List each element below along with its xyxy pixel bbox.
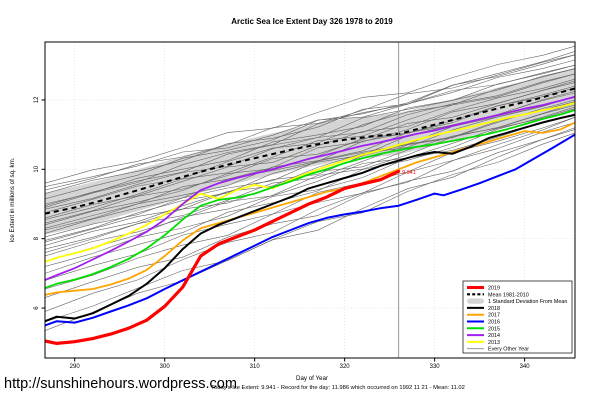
other-year-line	[45, 68, 575, 213]
other-year-line	[45, 117, 575, 312]
y-tick-label: 12	[34, 96, 40, 103]
legend-label: 2013	[488, 340, 500, 346]
series-line-2019	[45, 169, 401, 345]
x-tick-label: 290	[70, 364, 81, 370]
other-year-line	[45, 54, 575, 200]
mean-line	[45, 87, 575, 215]
x-axis-label: Day of Year	[296, 375, 328, 382]
legend-label: 2016	[488, 320, 500, 326]
other-year-line	[45, 73, 575, 210]
series-line-2013	[45, 102, 575, 263]
year-series-lines	[45, 95, 575, 345]
other-year-line	[45, 73, 575, 220]
other-year-line	[45, 108, 575, 257]
other-year-line	[45, 106, 575, 274]
legend-label: 2014	[488, 333, 500, 339]
x-tick-label: 310	[250, 364, 261, 370]
mean-1981-2010-line	[45, 87, 575, 215]
other-year-line	[45, 54, 575, 191]
every-other-year-lines	[45, 45, 575, 331]
other-year-line	[45, 127, 575, 331]
other-year-line	[45, 99, 575, 253]
legend-label: 2015	[488, 326, 500, 332]
legend-swatch-band	[467, 298, 484, 304]
series-line-2015	[45, 109, 575, 289]
y-axis-label: Ice Extent in millions of sq. km.	[9, 157, 16, 242]
x-tick-label: 320	[340, 364, 351, 370]
series-line-2014	[45, 95, 575, 281]
y-tick-label: 6	[34, 306, 40, 310]
legend-label: Mean 1981-2010	[488, 292, 529, 298]
legend-label: 2018	[488, 306, 500, 312]
chart-title: Arctic Sea Ice Extent Day 326 1978 to 20…	[231, 17, 393, 26]
chart-caption: Today's Ice Extent: 9.941 - Record for t…	[211, 385, 465, 391]
axes: 290 300 310 320 330 340 6 8 10 12	[34, 96, 530, 370]
other-year-line	[45, 122, 575, 290]
x-tick-label: 330	[430, 364, 441, 370]
series-line-2017	[45, 121, 575, 296]
series-line-2016	[45, 133, 575, 327]
other-year-line	[45, 78, 575, 219]
x-tick-label: 340	[520, 364, 531, 370]
other-year-line	[45, 103, 575, 262]
other-year-line	[45, 129, 575, 298]
other-year-line	[45, 132, 575, 323]
legend-label: 2019	[488, 286, 500, 292]
other-year-line	[45, 45, 575, 184]
y-tick-label: 10	[34, 165, 40, 172]
other-year-line	[45, 51, 575, 208]
website-url-link[interactable]: http://sunshinehours.wordpress.com	[4, 376, 237, 392]
legend-label: Every Other Year	[488, 347, 529, 353]
legend-label: 1 Standard Deviation From Mean	[488, 299, 567, 305]
other-year-line	[45, 59, 575, 194]
legend-label: 2017	[488, 313, 500, 319]
other-year-line	[45, 96, 575, 246]
y-tick-label: 8	[34, 236, 40, 240]
other-year-line	[45, 68, 575, 205]
today-value-annotation: 9.941	[402, 170, 416, 176]
plot-border	[44, 41, 576, 359]
x-tick-label: 300	[160, 364, 171, 370]
series-line-2018	[45, 113, 575, 323]
